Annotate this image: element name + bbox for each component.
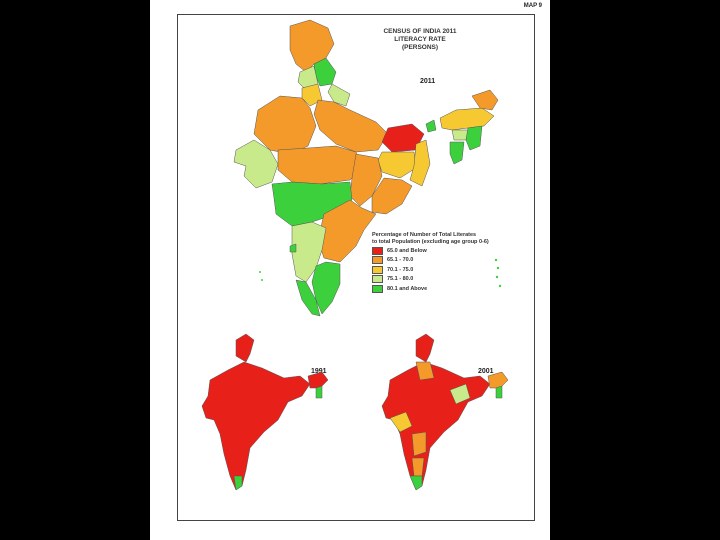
legend-title-line-2: to total Population (excluding age group…	[372, 239, 489, 245]
legend-label: 70.1 - 75.0	[387, 266, 414, 273]
legend-label: 65.0 and Below	[387, 247, 427, 254]
legend-swatch	[372, 265, 383, 274]
legend-item: 65.1 - 70.0	[372, 256, 512, 266]
year-label-left: 1991	[311, 368, 327, 375]
legend-title-line-1: Percentage of Number of Total Literates	[372, 232, 477, 238]
main-map-2011	[233, 19, 502, 317]
legend-label: 80.1 and Above	[387, 285, 428, 292]
legend-item: 80.1 and Above	[372, 284, 512, 294]
legend-item: 75.1 - 80.0	[372, 275, 512, 285]
legend: Percentage of Number of Total Literates …	[372, 232, 512, 294]
legend-swatch	[372, 256, 383, 265]
year-label-right: 2001	[478, 368, 494, 375]
map-title-line-1: CENSUS OF INDIA 2011	[383, 28, 457, 35]
legend-swatch	[372, 284, 383, 293]
map-page: MAP 9 CENSUS OF INDIA 2011 LITERACY RATE…	[150, 0, 550, 540]
map-number: MAP 9	[523, 3, 542, 9]
legend-label: 65.1 - 70.0	[387, 257, 414, 264]
legend-swatch	[372, 246, 383, 255]
legend-title: Percentage of Number of Total Literates …	[372, 232, 512, 246]
legend-item: 70.1 - 75.0	[372, 265, 512, 275]
map-title-line-2: LITERACY RATE	[394, 36, 446, 43]
legend-swatch	[372, 275, 383, 284]
map-2001	[381, 333, 509, 491]
legend-label: 75.1 - 80.0	[387, 276, 414, 283]
india-maps	[201, 19, 509, 491]
map-frame	[177, 14, 535, 521]
year-label-main: 2011	[420, 78, 436, 85]
map-title-line-3: (PERSONS)	[401, 44, 439, 51]
legend-item: 65.0 and Below	[372, 246, 512, 256]
map-1991	[201, 333, 329, 491]
